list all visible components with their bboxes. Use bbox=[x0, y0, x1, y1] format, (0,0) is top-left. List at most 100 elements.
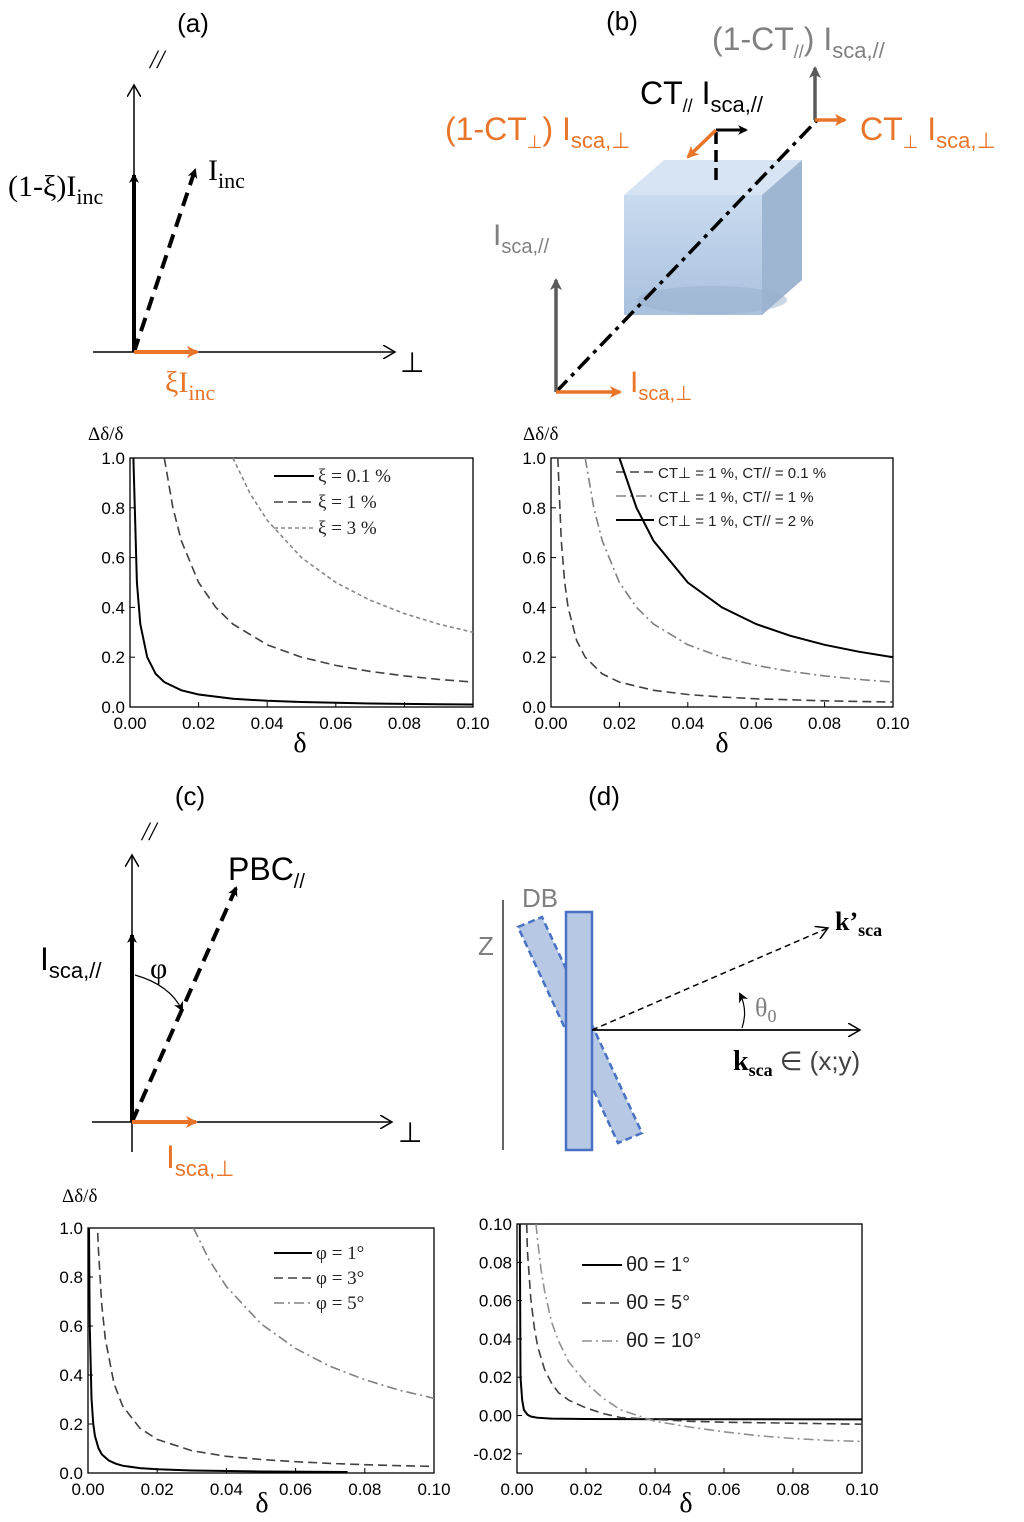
parallel-axis-label: // bbox=[140, 817, 159, 846]
legend-label: φ = 3° bbox=[316, 1268, 364, 1289]
phi-label: φ bbox=[150, 952, 167, 985]
y-tick-label: -0.02 bbox=[473, 1445, 512, 1464]
theta-angle-arc bbox=[739, 992, 749, 1029]
series-line-2 bbox=[163, 457, 473, 683]
x-tick-label: 0.08 bbox=[776, 1480, 809, 1499]
k-prime-sca-label: k’sca bbox=[835, 907, 882, 940]
x-tick-label: 0.02 bbox=[182, 714, 215, 733]
x-tick-label: 0.08 bbox=[348, 1480, 381, 1499]
x-tick-label: 0.06 bbox=[740, 714, 773, 733]
y-tick-label: 0.8 bbox=[101, 499, 125, 518]
plot-frame bbox=[516, 1223, 863, 1474]
x-tick-label: 0.10 bbox=[876, 714, 909, 733]
y-tick-label: 0.04 bbox=[479, 1330, 512, 1349]
y-tick-label: 0.8 bbox=[522, 499, 546, 518]
panel-c-diagram: (c) // ⊥ PBC// Isca,// φ Isca,⊥ bbox=[40, 781, 422, 1181]
crystal-plate bbox=[564, 910, 594, 1152]
y-tick-label: 0.02 bbox=[479, 1368, 512, 1387]
chart-b: 0.00 0.02 0.04 0.06 0.08 0.10 0.0 0.2 0.4 0.6 0.8 1… bbox=[522, 424, 909, 759]
y-tick-label: 0.0 bbox=[101, 698, 125, 717]
horizontal-component-label: Isca,⊥ bbox=[166, 1139, 234, 1181]
series-line-3 bbox=[535, 1223, 862, 1443]
pbc-vector-arrow bbox=[130, 886, 238, 1123]
x-tick-label: 0.04 bbox=[251, 714, 284, 733]
x-tick-label: 0.10 bbox=[845, 1480, 878, 1499]
x-tick-label: 0.00 bbox=[113, 714, 146, 733]
series-line-1 bbox=[88, 1227, 348, 1473]
k-prime-sca-arrow bbox=[591, 928, 828, 1031]
x-tick-label: 0.02 bbox=[603, 714, 636, 733]
y-axis-label: Δδ/δ bbox=[523, 424, 558, 445]
legend-label: ξ = 3 % bbox=[318, 518, 377, 539]
y-tick-label: 0.00 bbox=[479, 1407, 512, 1426]
y-tick-label: 1.0 bbox=[101, 449, 125, 468]
mid-black-label: CT// Isca,// bbox=[640, 75, 764, 117]
y-tick-label: 0.4 bbox=[101, 598, 125, 617]
legend-label: θ0 = 5° bbox=[626, 1292, 690, 1314]
series-line-2 bbox=[584, 457, 893, 683]
right-orange-label: CT⊥ Isca,⊥ bbox=[860, 111, 996, 153]
series-line-3 bbox=[618, 457, 893, 659]
y-axis-label: Δδ/δ bbox=[88, 424, 123, 445]
legend-label: CT⊥ = 1 %, CT// = 1 % bbox=[658, 489, 814, 506]
legend-label: CT⊥ = 1 %, CT// = 0.1 % bbox=[658, 465, 826, 482]
incident-vector-arrow bbox=[132, 168, 198, 353]
y-tick-label: 0.10 bbox=[479, 1215, 512, 1234]
x-tick-label: 0.06 bbox=[319, 714, 352, 733]
z-axis-label: Z bbox=[478, 931, 494, 961]
x-tick-label: 0.00 bbox=[71, 1480, 104, 1499]
plot-frame bbox=[129, 457, 474, 708]
phi-angle-arc bbox=[134, 974, 184, 1012]
chart-c: 0.00 0.02 0.04 0.06 0.08 0.10 0.0 0.2 0.4 0.6 0.8 1… bbox=[59, 1186, 450, 1519]
x-tick-label: 0.02 bbox=[569, 1480, 602, 1499]
y-tick-label: 1.0 bbox=[59, 1219, 83, 1238]
x-tick-label: 0.08 bbox=[808, 714, 841, 733]
x-tick-label: 0.08 bbox=[388, 714, 421, 733]
panel-b-diagram: (b) (1-CT//) Isca,// CT// Isca,// (1-CT⊥… bbox=[445, 6, 996, 405]
y-tick-label: 0.0 bbox=[59, 1464, 83, 1483]
chart-a: 0.00 0.02 0.04 0.06 0.08 0.10 0.0 0.2 0.4 0.6 0.8 1… bbox=[88, 424, 490, 759]
y-tick-label: 0.2 bbox=[59, 1415, 83, 1434]
legend-label: φ = 1° bbox=[316, 1243, 364, 1264]
origin-gray-label: Isca,// bbox=[493, 219, 550, 258]
scattering-direction-line bbox=[554, 113, 824, 394]
db-label: DB bbox=[522, 883, 558, 913]
y-tick-label: 0.06 bbox=[479, 1292, 512, 1311]
x-tick-label: 0.10 bbox=[456, 714, 489, 733]
series-line-3 bbox=[192, 1227, 434, 1400]
y-tick-label: 1.0 bbox=[522, 449, 546, 468]
series-line-2 bbox=[96, 1232, 434, 1468]
y-tick-label: 0.6 bbox=[59, 1317, 83, 1336]
vertical-component-label: (1-ξ)Iinc bbox=[8, 170, 103, 209]
legend-label: φ = 5° bbox=[316, 1293, 364, 1314]
panel-b-label: (b) bbox=[606, 6, 638, 36]
y-tick-label: 0.4 bbox=[59, 1366, 83, 1385]
y-axis-label: Δδ/δ bbox=[62, 1186, 97, 1207]
plot-frame bbox=[87, 1227, 435, 1474]
panel-a-label: (a) bbox=[177, 8, 209, 38]
perpendicular-axis-label: ⊥ bbox=[398, 1118, 422, 1149]
series-line-1 bbox=[132, 457, 473, 706]
x-tick-label: 0.06 bbox=[707, 1480, 740, 1499]
y-tick-label: 0.2 bbox=[101, 648, 125, 667]
series-line-2 bbox=[525, 1223, 862, 1425]
legend-label: CT⊥ = 1 %, CT// = 2 % bbox=[658, 513, 814, 530]
x-tick-label: 0.02 bbox=[141, 1480, 174, 1499]
legend-label: θ0 = 1° bbox=[626, 1254, 690, 1276]
horizontal-component-label: ξIinc bbox=[165, 366, 215, 405]
left-orange-label: (1-CT⊥) Isca,⊥ bbox=[445, 111, 630, 153]
k-sca-label: ksca ∈ (x;y) bbox=[733, 1046, 860, 1080]
origin-orange-label: Isca,⊥ bbox=[630, 366, 692, 405]
x-tick-label: 0.06 bbox=[279, 1480, 312, 1499]
perpendicular-axis-label: ⊥ bbox=[400, 348, 424, 379]
x-axis-label: δ bbox=[679, 1488, 692, 1519]
theta-label: θ0 bbox=[755, 993, 776, 1026]
plot-frame bbox=[550, 457, 894, 708]
y-tick-label: 0.6 bbox=[101, 549, 125, 568]
x-axis-label: δ bbox=[293, 728, 306, 759]
x-tick-label: 0.04 bbox=[671, 714, 704, 733]
vertical-component-label: Isca,// bbox=[40, 941, 102, 983]
legend-label: ξ = 1 % bbox=[318, 492, 377, 513]
x-tick-label: 0.00 bbox=[500, 1480, 533, 1499]
